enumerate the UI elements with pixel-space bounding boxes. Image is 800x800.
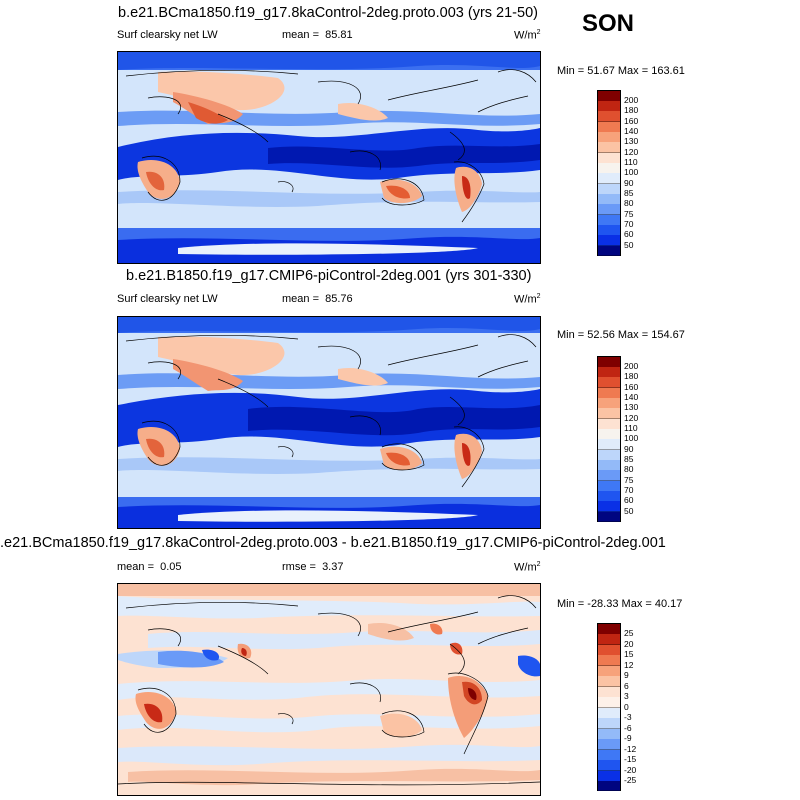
panel1-title: b.e21.BCma1850.f19_g17.8kaControl-2deg.p… (118, 5, 538, 21)
panel1-tick: 75 (624, 209, 634, 219)
panel2-tick: 120 (624, 413, 639, 423)
panel1-tick: 80 (624, 198, 634, 208)
panel3-minmax: Min = -28.33 Max = 40.17 (557, 598, 683, 610)
panel2-colorbar (597, 356, 621, 522)
panel2-map (117, 316, 541, 529)
panel2-map-field (118, 317, 540, 528)
colorbar-box (598, 173, 620, 184)
panel1-variable-label: Surf clearsky net LW (117, 29, 218, 41)
panel3-tick: -12 (624, 744, 637, 754)
panel1-tick: 50 (624, 240, 634, 250)
panel3-rmse: rmse = 3.37 (282, 561, 344, 573)
colorbar-box (598, 246, 620, 256)
panel3-tick: -15 (624, 754, 637, 764)
panel1-tick: 90 (624, 178, 634, 188)
panel2-tick: 160 (624, 382, 639, 392)
season-label: SON (582, 10, 635, 37)
colorbar-box (598, 697, 620, 708)
colorbar-box (598, 760, 620, 771)
panel1-tick: 100 (624, 167, 639, 177)
panel3-tick: -25 (624, 775, 637, 785)
panel2-tick: 85 (624, 454, 634, 464)
colorbar-box (598, 676, 620, 687)
panel1-tick: 85 (624, 188, 634, 198)
colorbar-box (598, 655, 620, 666)
panel1-tick: 140 (624, 126, 639, 136)
panel2-mean: mean = 85.76 (282, 293, 353, 305)
panel1-tick: 200 (624, 95, 639, 105)
panel2-tick: 75 (624, 475, 634, 485)
panel1-minmax: Min = 51.67 Max = 163.61 (557, 65, 685, 77)
colorbar-box (598, 470, 620, 481)
panel1-tick: 60 (624, 229, 634, 239)
panel1-units: W/m2 (514, 29, 541, 42)
panel2-tick: 50 (624, 506, 634, 516)
panel3-tick: -9 (624, 733, 632, 743)
panel3-title: .e21.BCma1850.f19_g17.8kaControl-2deg.pr… (0, 535, 666, 551)
panel1-tick: 120 (624, 147, 639, 157)
panel3-tick: 15 (624, 649, 634, 659)
colorbar-box (598, 377, 620, 388)
colorbar-box (598, 501, 620, 512)
panel2-tick: 80 (624, 464, 634, 474)
panel2-title: b.e21.B1850.f19_g17.CMIP6-piControl-2deg… (126, 268, 532, 284)
panel1-tick: 70 (624, 219, 634, 229)
panel3-tick: 6 (624, 681, 629, 691)
colorbar-box (598, 408, 620, 419)
panel3-tick: 3 (624, 691, 629, 701)
panel2-tick: 90 (624, 444, 634, 454)
colorbar-box (598, 204, 620, 215)
panel1-map (117, 51, 541, 264)
colorbar-box (598, 235, 620, 246)
panel1-tick: 110 (624, 157, 638, 167)
colorbar-box (598, 111, 620, 122)
panel2-tick: 100 (624, 433, 639, 443)
panel3-map (117, 583, 541, 796)
panel3-tick: -20 (624, 765, 637, 775)
panel3-units: W/m2 (514, 561, 541, 574)
colorbar-box (598, 512, 620, 522)
panel3-tick: -3 (624, 712, 632, 722)
panel3-tick: 9 (624, 670, 629, 680)
colorbar-box (598, 439, 620, 450)
panel3-tick: -6 (624, 723, 632, 733)
panel2-tick: 180 (624, 371, 639, 381)
panel3-map-field (118, 584, 540, 795)
panel3-tick: 12 (624, 660, 634, 670)
panel1-map-field (118, 52, 540, 263)
panel3-colorbar (597, 623, 621, 791)
panel1-tick: 180 (624, 105, 639, 115)
panel2-minmax: Min = 52.56 Max = 154.67 (557, 329, 685, 341)
panel2-units: W/m2 (514, 293, 541, 306)
panel3-tick: 0 (624, 702, 629, 712)
colorbar-box (598, 718, 620, 729)
colorbar-box (598, 634, 620, 645)
panel2-tick: 140 (624, 392, 639, 402)
colorbar-box (598, 142, 620, 153)
panel1-tick: 130 (624, 136, 639, 146)
panel1-tick: 160 (624, 116, 639, 126)
panel1-mean: mean = 85.81 (282, 29, 353, 41)
colorbar-box (598, 781, 620, 791)
panel2-tick: 110 (624, 423, 638, 433)
panel2-tick: 200 (624, 361, 639, 371)
panel2-tick: 70 (624, 485, 634, 495)
panel3-tick: 20 (624, 639, 634, 649)
panel1-colorbar (597, 90, 621, 256)
colorbar-box (598, 739, 620, 750)
panel3-mean: mean = 0.05 (117, 561, 182, 573)
panel3-tick: 25 (624, 628, 634, 638)
panel2-tick: 130 (624, 402, 639, 412)
panel2-tick: 60 (624, 495, 634, 505)
panel2-variable-label: Surf clearsky net LW (117, 293, 218, 305)
